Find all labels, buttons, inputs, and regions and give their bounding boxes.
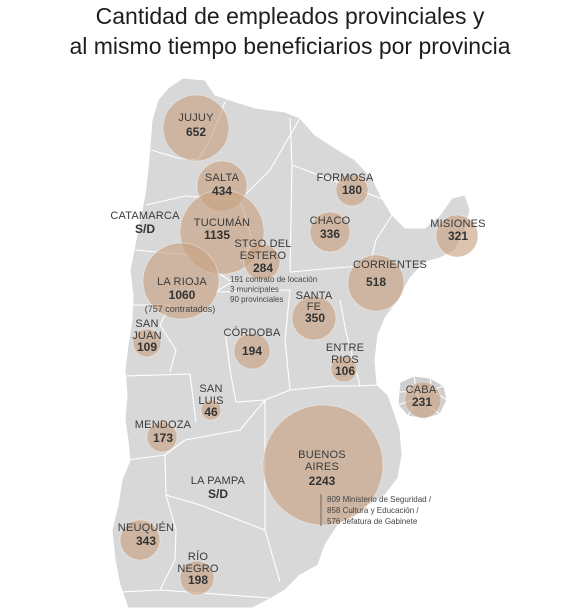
label-formosa-name: FORMOSA <box>316 172 373 184</box>
label-mendoza-value: 173 <box>153 431 173 445</box>
label-santiago-value: 284 <box>253 261 273 275</box>
bubble-corrientes <box>347 254 405 312</box>
label-rio-negro-name-line-1: RÍO <box>188 550 208 563</box>
label-mendoza-name: MENDOZA <box>135 419 192 431</box>
bubble-buenos-aires <box>262 404 384 526</box>
label-corrientes-name: CORRIENTES <box>353 259 427 271</box>
label-chaco-name: CHACO <box>310 215 351 227</box>
label-jujuy-value: 652 <box>186 125 206 139</box>
label-san-luis-value: 46 <box>204 405 218 419</box>
bubbles <box>119 94 479 596</box>
label-la-pampa-value: S/D <box>208 487 228 501</box>
label-cordoba-value: 194 <box>242 344 262 358</box>
label-misiones-name: MISIONES <box>430 218 485 230</box>
label-buenos-aires-note-2: 858 Cultura y Educación / <box>327 506 419 515</box>
label-rio-negro-value: 198 <box>188 573 208 587</box>
label-la-rioja-name: LA RIOJA <box>157 276 207 288</box>
label-san-luis-name-line-1: SAN <box>199 383 222 395</box>
label-santiago-note-2: 3 municipales <box>230 285 279 294</box>
bubble-rio-negro <box>179 560 215 596</box>
label-buenos-aires-value: 2243 <box>309 474 336 488</box>
label-buenos-aires-name-line-2: AIRES <box>305 461 339 473</box>
label-corrientes-value: 518 <box>366 275 386 289</box>
label-santiago-name-line-2: ESTERO <box>240 250 287 262</box>
bubble-mendoza <box>146 421 178 453</box>
label-neuquen-name: NEUQUÉN <box>118 521 174 534</box>
bubble-la-rioja <box>142 242 220 320</box>
label-santa-fe-value: 350 <box>305 311 325 325</box>
bubble-entre-rios <box>330 355 358 383</box>
label-la-pampa-name: LA PAMPA <box>191 475 246 487</box>
label-rio-negro-name-line-2: NEGRO <box>177 563 219 575</box>
bubble-formosa <box>335 173 369 207</box>
label-tucuman-value: 1135 <box>204 228 230 242</box>
label-caba-name: CABA <box>406 384 437 396</box>
label-tucuman-name: TUCUMÁN <box>194 216 250 229</box>
province-labels: JUJUY 652 SALTA 434 FORMOSA 180 CATAMARC… <box>110 112 485 587</box>
label-santa-fe-name-line-1: SANTA <box>296 290 333 302</box>
label-entre-rios-value: 106 <box>335 364 355 378</box>
label-san-juan-name-line-2: JUAN <box>132 330 162 342</box>
label-entre-rios-name-line-2: RIOS <box>331 354 359 366</box>
bubble-santiago-del-estero <box>243 243 281 281</box>
bubble-jujuy <box>162 94 230 162</box>
bubble-santa-fe <box>291 295 337 341</box>
label-caba-value: 231 <box>412 395 432 409</box>
bubble-san-juan <box>132 328 162 358</box>
label-catamarca-value: S/D <box>135 222 155 236</box>
label-buenos-aires-note-1: 809 Ministerio de Seguridad / <box>327 495 432 504</box>
label-catamarca-name: CATAMARCA <box>110 210 180 222</box>
bubble-neuquen <box>119 519 161 561</box>
label-jujuy-name: JUJUY <box>178 112 214 124</box>
bubble-chaco <box>309 211 351 253</box>
label-san-juan-name-line-1: SAN <box>135 318 158 330</box>
label-entre-rios-name-line-1: ENTRE <box>326 342 364 354</box>
label-salta-value: 434 <box>212 184 232 198</box>
label-santiago-name-line-1: STGO DEL <box>234 238 291 250</box>
label-san-juan-value: 109 <box>137 340 157 354</box>
label-santa-fe-name-line-2: FE <box>307 301 321 313</box>
bubble-cordoba <box>233 332 271 370</box>
title-line-2: al mismo tiempo beneficiarios por provin… <box>69 33 510 59</box>
label-salta-name: SALTA <box>205 172 240 184</box>
label-formosa-value: 180 <box>342 183 362 197</box>
label-santiago-note-1: 191 contrato de locación <box>230 275 317 284</box>
label-chaco-value: 336 <box>320 227 340 241</box>
bubble-misiones <box>435 214 479 258</box>
label-la-rioja-value: 1060 <box>169 288 196 302</box>
title-line-1: Cantidad de empleados provinciales y <box>96 3 485 29</box>
label-santiago-note-3: 90 provinciales <box>230 295 283 304</box>
label-san-luis-name-line-2: LUIS <box>198 395 223 407</box>
label-la-rioja-note: (757 contratados) <box>145 304 216 314</box>
label-cordoba-name: CÓRDOBA <box>223 326 280 339</box>
label-neuquen-value: 343 <box>136 534 156 548</box>
label-buenos-aires-name-line-1: BUENOS <box>298 449 346 461</box>
label-buenos-aires-note-3: 576 Jefatura de Gabinete <box>327 517 418 526</box>
label-misiones-value: 321 <box>448 229 468 243</box>
bubble-san-luis <box>200 399 222 421</box>
bubble-caba <box>404 381 442 419</box>
